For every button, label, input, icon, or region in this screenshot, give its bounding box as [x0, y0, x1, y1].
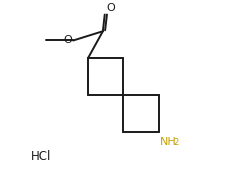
Text: O: O	[106, 3, 114, 13]
Text: O: O	[63, 35, 72, 45]
Text: NH: NH	[159, 137, 175, 147]
Text: 2: 2	[173, 138, 178, 147]
Text: HCl: HCl	[30, 150, 51, 163]
